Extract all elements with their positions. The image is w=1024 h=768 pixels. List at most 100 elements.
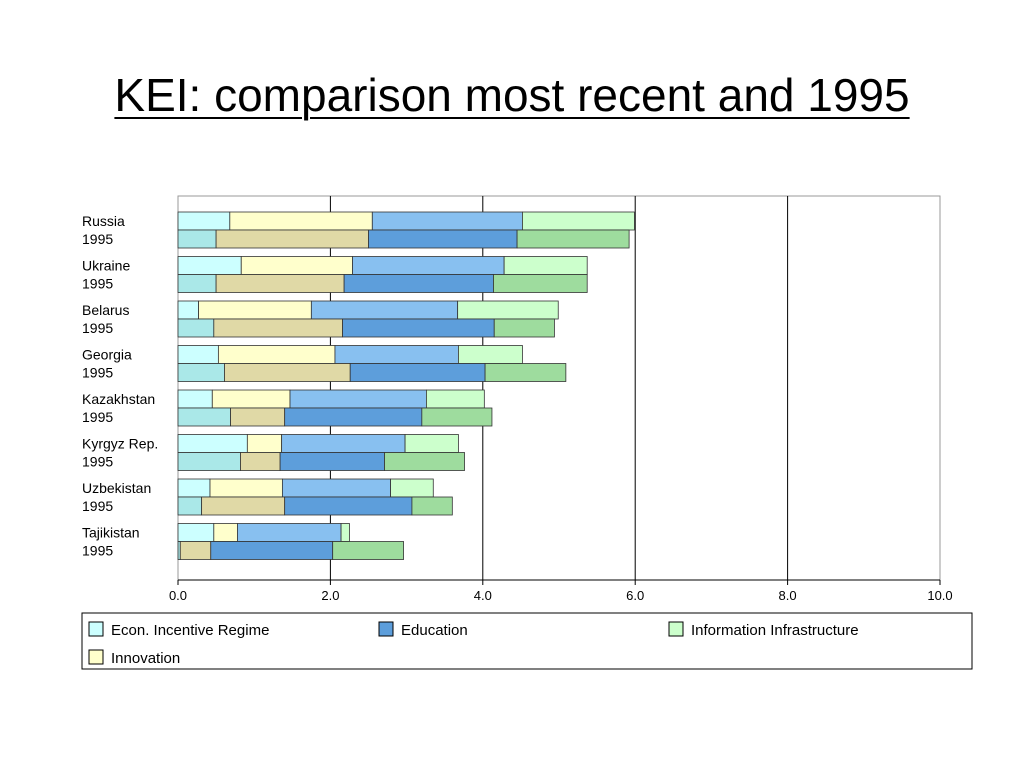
legend-swatch [88, 649, 104, 665]
bar-segment [211, 389, 291, 409]
bar-segment [224, 363, 351, 382]
category-label: Tajikistan [82, 525, 140, 541]
bar-segment [368, 229, 518, 249]
category-year-label: 1995 [82, 498, 113, 514]
category-label: Belarus [82, 302, 129, 318]
bar-segment [201, 496, 286, 516]
category-year-label: 1995 [82, 409, 113, 425]
bar-segment [279, 452, 385, 471]
bar-segment [177, 256, 242, 275]
tick-label: 10.0 [927, 588, 952, 603]
x-axis-ticks: 0.0 2.0 4.0 6.0 8.0 10.0 [169, 580, 953, 603]
legend-label: Education [401, 622, 468, 639]
bar-segment [198, 300, 312, 320]
bar-segment [246, 434, 283, 453]
category-label: Uzbekistan [82, 480, 151, 496]
category-year-label: 1995 [82, 365, 113, 381]
bar-segment [516, 229, 630, 249]
bar-segment [177, 523, 215, 542]
bar-segment [177, 363, 225, 382]
bar-segment [284, 496, 413, 516]
tick-label: 2.0 [321, 588, 339, 603]
bar-segment [484, 363, 567, 382]
bar-segment [209, 478, 283, 498]
category-year-label: 1995 [82, 231, 113, 247]
category-year-label: 1995 [82, 543, 113, 559]
plot-frame [177, 195, 941, 581]
bar-segment [334, 345, 459, 364]
bar-segment [349, 363, 486, 382]
bar-segment [177, 300, 199, 320]
bar-segment [177, 478, 211, 498]
bar-segment [240, 256, 353, 275]
bar-segment [177, 345, 219, 364]
bar-segment [493, 318, 555, 338]
bar-segment [371, 211, 523, 231]
bar-segment [230, 407, 286, 427]
bar-segment [340, 523, 350, 542]
bar-segment [177, 318, 215, 338]
bar-segment [493, 274, 588, 293]
bar-segment [281, 478, 391, 498]
legend-swatch [88, 621, 104, 637]
bar-segment [522, 211, 635, 231]
category-label: Ukraine [82, 258, 130, 274]
bar-segment [229, 211, 373, 231]
legend-swatch [668, 621, 684, 637]
category-year-label: 1995 [82, 320, 113, 336]
bar-segment [215, 229, 369, 249]
bar-segment [426, 389, 485, 409]
legend-label: Econ. Incentive Regime [111, 622, 269, 639]
category-year-label: 1995 [82, 454, 113, 470]
bar-segment [210, 541, 334, 560]
bar-segment [213, 523, 238, 542]
category-label: Russia [82, 213, 125, 229]
bar-segment [177, 434, 248, 453]
bar-segment [177, 452, 241, 471]
bar-segment [179, 541, 212, 560]
tick-label: 8.0 [779, 588, 797, 603]
bar-segment [177, 389, 213, 409]
bar-segment [237, 523, 342, 542]
bar-segment [289, 389, 427, 409]
category-label: Kazakhstan [82, 391, 155, 407]
bar-segment [240, 452, 281, 471]
bar-segment [352, 256, 505, 275]
bar-segment [503, 256, 588, 275]
bar-segment [411, 496, 453, 516]
bar-segment [284, 407, 423, 427]
legend-label: Innovation [111, 650, 180, 667]
bar-segment [384, 452, 465, 471]
bar-segment [213, 318, 343, 338]
bar-segment [217, 345, 336, 364]
bar-segment [390, 478, 434, 498]
category-label: Kyrgyz Rep. [82, 436, 158, 452]
legend-box [81, 612, 973, 670]
bar-segment [177, 211, 231, 231]
bar-segment [177, 407, 231, 427]
bar-segment [332, 541, 404, 560]
bar-segment [404, 434, 459, 453]
slide-title: KEI: comparison most recent and 1995 [114, 69, 910, 121]
bar-segment [458, 345, 523, 364]
bar-segment [343, 274, 494, 293]
bars [177, 211, 635, 560]
category-year-label: 1995 [82, 276, 113, 292]
legend: Econ. Incentive Regime Education Informati… [81, 612, 973, 670]
y-axis-labels: Russia 1995 Ukraine 1995 Belarus 1995 Georgia 1… [82, 213, 158, 559]
legend-label: Information Infrastructure [691, 622, 859, 639]
bar-segment [215, 274, 345, 293]
bar-segment [310, 300, 459, 320]
bar-segment [177, 496, 203, 516]
tick-label: 6.0 [626, 588, 644, 603]
bar-segment [457, 300, 559, 320]
bar-segment [421, 407, 493, 427]
bar-segment [177, 274, 217, 293]
legend-swatch [378, 621, 394, 637]
bar-segment [281, 434, 406, 453]
tick-label: 4.0 [474, 588, 492, 603]
tick-label: 0.0 [169, 588, 187, 603]
bar-segment [342, 318, 495, 338]
category-label: Georgia [82, 347, 132, 363]
